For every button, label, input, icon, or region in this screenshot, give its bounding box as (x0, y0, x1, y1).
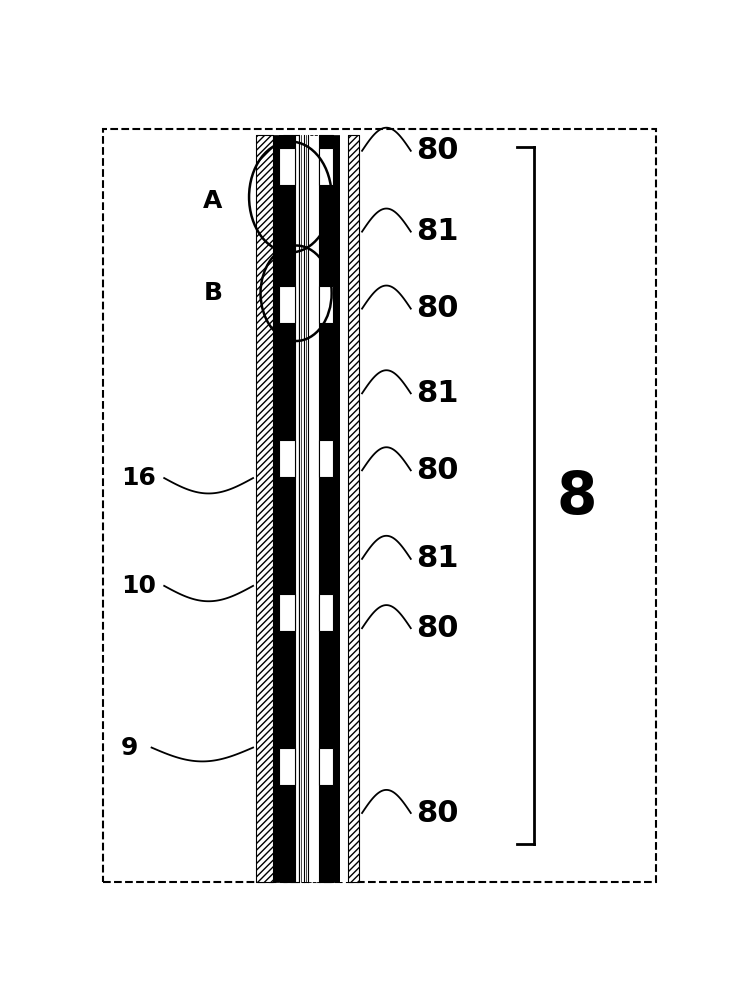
Bar (279, 748, 295, 785)
Bar (279, 148, 295, 185)
Bar (279, 440, 295, 477)
Bar (319, 135, 333, 882)
Bar (319, 148, 333, 185)
Text: A: A (204, 189, 223, 213)
Text: 81: 81 (417, 217, 459, 246)
Bar (279, 594, 295, 631)
Text: 16: 16 (121, 466, 156, 490)
Text: 80: 80 (417, 614, 459, 643)
Text: 81: 81 (417, 544, 459, 573)
Bar (279, 286, 295, 323)
Text: B: B (204, 281, 223, 305)
Text: 80: 80 (417, 456, 459, 485)
Text: 10: 10 (121, 574, 156, 598)
Text: 80: 80 (417, 136, 459, 165)
Bar (319, 286, 333, 323)
Bar (256, 135, 273, 882)
Bar (308, 135, 319, 882)
Bar (295, 135, 299, 882)
Text: 8: 8 (557, 469, 597, 526)
Bar (279, 135, 283, 882)
Bar (319, 135, 333, 882)
Bar (333, 135, 340, 882)
Bar (256, 135, 273, 882)
Bar (319, 594, 333, 631)
Bar (299, 135, 308, 882)
Bar (279, 135, 295, 882)
Text: 80: 80 (417, 294, 459, 323)
Text: 80: 80 (417, 798, 459, 828)
Bar (319, 135, 333, 882)
Bar (348, 135, 359, 882)
Bar (319, 748, 333, 785)
Bar (273, 135, 279, 882)
Text: 9: 9 (121, 736, 138, 760)
Text: 81: 81 (417, 379, 459, 408)
Bar (348, 135, 359, 882)
Bar (283, 135, 295, 882)
Bar (283, 135, 295, 882)
Bar (340, 135, 348, 882)
Bar (319, 440, 333, 477)
